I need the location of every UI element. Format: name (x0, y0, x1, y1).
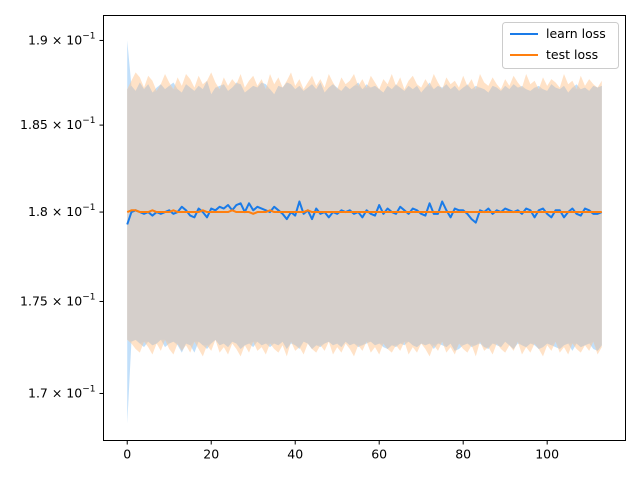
confidence-bands (127, 40, 602, 424)
x-axis: 0 20 40 60 80 100 (123, 440, 559, 462)
x-tick-label: 100 (535, 447, 559, 462)
x-tick-label: 40 (287, 447, 303, 462)
x-tick-label: 60 (371, 447, 387, 462)
x-tick-label: 20 (203, 447, 219, 462)
y-tick-label: 1.9 × 10−1 (28, 31, 96, 47)
line-test-loss (126, 209, 602, 215)
y-tick-label: 1.8 × 10−1 (28, 203, 96, 219)
legend: learn loss test loss (502, 22, 619, 69)
plot-area (126, 40, 603, 424)
x-tick-label: 80 (455, 447, 471, 462)
legend-label-learn-loss: learn loss (546, 26, 606, 41)
series-lines (126, 200, 603, 225)
y-tick-label: 1.75 × 10−1 (20, 292, 95, 308)
axes-frame (103, 15, 626, 441)
band-overlap (127, 80, 602, 351)
y-tick-label: 1.85 × 10−1 (20, 116, 95, 132)
x-tick-label: 0 (123, 447, 131, 462)
legend-label-test-loss: test loss (546, 47, 598, 62)
y-tick-label: 1.7 × 10−1 (28, 384, 96, 400)
y-axis: 1.7 × 10−1 1.75 × 10−1 1.8 × 10−1 1.85 × 10… (20, 31, 104, 400)
